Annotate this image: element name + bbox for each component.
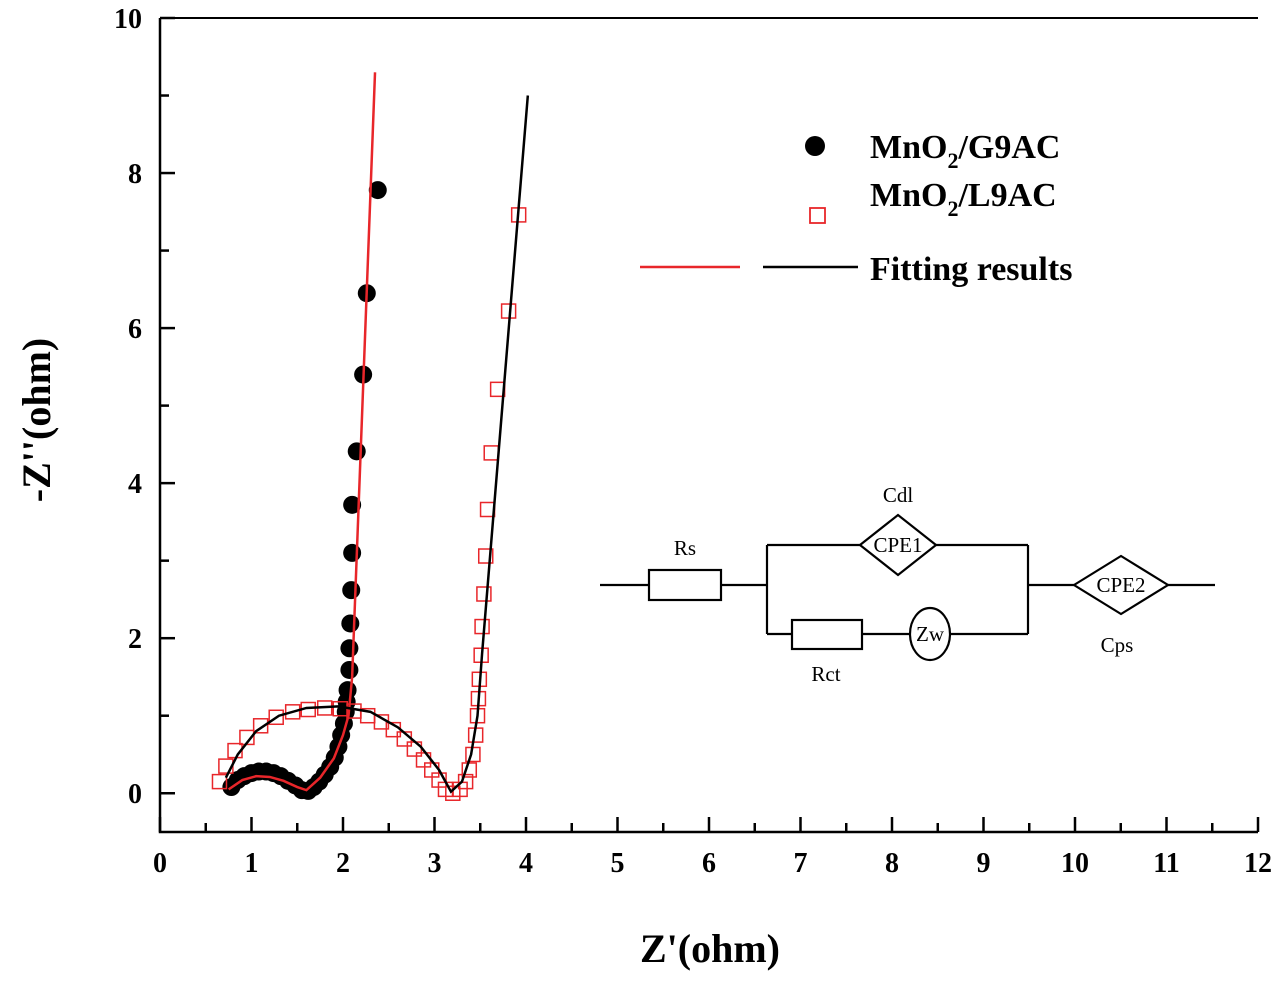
label-rs: Rs bbox=[674, 536, 696, 560]
label-cpe2: CPE2 bbox=[1096, 573, 1145, 597]
data-point-square bbox=[268, 709, 284, 726]
y-tick-label: 6 bbox=[128, 314, 142, 345]
series-fitting-results-g9ac- bbox=[227, 72, 377, 792]
data-point-circle bbox=[347, 442, 366, 461]
y-tick-label: 2 bbox=[128, 624, 142, 655]
legend-label-g9ac: MnO2/G9AC bbox=[870, 129, 1060, 173]
x-tick-label: 9 bbox=[977, 848, 991, 879]
x-tick-label: 5 bbox=[611, 848, 625, 879]
y-tick-label: 4 bbox=[128, 469, 142, 500]
equivalent-circuit bbox=[600, 513, 1215, 662]
data-point-circle bbox=[343, 543, 362, 562]
legend-marker-l9ac bbox=[809, 207, 826, 224]
label-cdl: Cdl bbox=[883, 483, 914, 507]
data-point-circle bbox=[338, 681, 357, 700]
axis-frame bbox=[158, 18, 1258, 834]
label-cps: Cps bbox=[1101, 633, 1134, 657]
data-point-square bbox=[284, 704, 301, 720]
x-tick-label: 1 bbox=[245, 848, 259, 879]
data-point-square bbox=[252, 718, 269, 734]
data-point-circle bbox=[341, 614, 360, 633]
data-point-circle bbox=[343, 495, 362, 514]
data-point-square bbox=[483, 445, 499, 461]
x-axis-title: Z'(ohm) bbox=[640, 926, 780, 971]
x-tick-label: 3 bbox=[428, 848, 442, 879]
data-point-circle bbox=[340, 660, 359, 679]
series-fitting-results-l9ac- bbox=[224, 95, 530, 794]
y-tick-label: 0 bbox=[128, 779, 142, 810]
data-point-square bbox=[211, 773, 228, 790]
fit-line bbox=[224, 95, 530, 794]
label-rct: Rct bbox=[811, 662, 840, 686]
y-tick-label: 10 bbox=[114, 4, 142, 35]
data-marks bbox=[211, 72, 530, 801]
y-tick-label: 8 bbox=[128, 159, 142, 190]
rs-resistor bbox=[647, 568, 723, 602]
x-tick-label: 12 bbox=[1244, 848, 1272, 879]
data-point-circle bbox=[368, 181, 387, 200]
fit-line bbox=[227, 72, 377, 792]
data-point-circle bbox=[340, 639, 359, 658]
x-tick-label: 4 bbox=[519, 848, 533, 879]
x-tick-label: 7 bbox=[794, 848, 808, 879]
legend-label-l9ac: MnO2/L9AC bbox=[870, 177, 1057, 221]
legend: MnO2/G9AC MnO2/L9AC Fitting results bbox=[640, 129, 1072, 288]
legend-label-fit: Fitting results bbox=[870, 251, 1072, 288]
x-tick-label: 8 bbox=[885, 848, 899, 879]
rct-resistor bbox=[790, 618, 864, 651]
x-tick-label: 11 bbox=[1153, 848, 1179, 879]
x-tick-label: 0 bbox=[153, 848, 167, 879]
data-point-square bbox=[474, 618, 490, 635]
data-point-square bbox=[476, 586, 492, 602]
x-tick-label: 2 bbox=[336, 848, 350, 879]
x-tick-label: 10 bbox=[1061, 848, 1089, 879]
label-zw: Zw bbox=[916, 622, 945, 646]
legend-marker-g9ac bbox=[805, 136, 825, 156]
data-point-square bbox=[477, 548, 494, 564]
data-point-circle bbox=[342, 581, 361, 600]
series-mno2-g9ac bbox=[222, 181, 387, 800]
y-axis-title: -Z''(ohm) bbox=[14, 338, 59, 502]
label-cpe1: CPE1 bbox=[873, 533, 922, 557]
circuit-labels: Rs Cdl CPE1 Rct Zw CPE2 Cps bbox=[674, 483, 1146, 686]
x-tick-label: 6 bbox=[702, 848, 716, 879]
